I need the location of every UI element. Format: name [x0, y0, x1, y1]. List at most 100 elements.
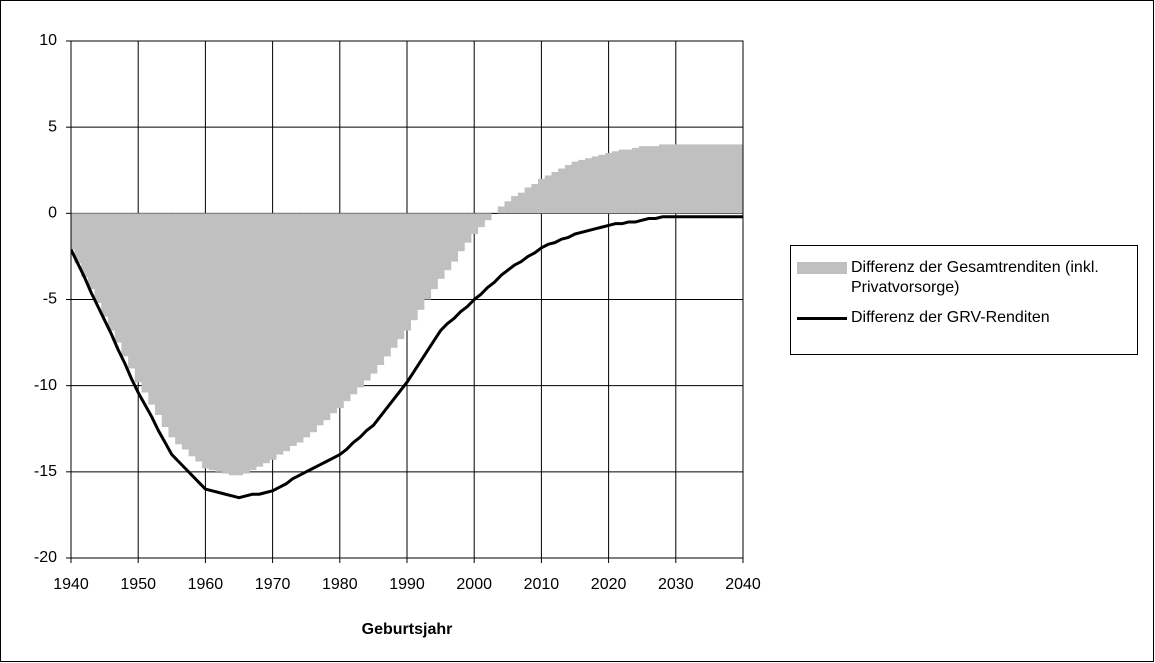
bar: [551, 171, 559, 214]
bar: [511, 196, 519, 214]
bar: [437, 213, 445, 279]
bar: [659, 144, 667, 214]
bar: [114, 213, 122, 343]
bar: [215, 213, 223, 472]
bar: [591, 156, 600, 214]
x-tick-label: 2010: [524, 576, 560, 593]
bar: [719, 144, 727, 214]
y-tick-label: -20: [34, 549, 57, 566]
bar: [262, 213, 270, 464]
x-tick-label: 1970: [255, 576, 291, 593]
bar: [134, 213, 143, 383]
bar: [94, 213, 102, 303]
bar: [148, 213, 156, 405]
bar: [175, 213, 183, 445]
bar: [450, 213, 458, 262]
bar: [618, 149, 626, 214]
x-tick-label: 1990: [389, 576, 425, 593]
bar: [71, 213, 75, 250]
x-tick-label: 1980: [322, 576, 358, 593]
bar: [107, 213, 116, 331]
bar: [410, 213, 418, 321]
bar: [611, 151, 620, 214]
bar: [101, 213, 109, 317]
line: [71, 215, 743, 500]
bar: [598, 154, 606, 214]
bar: [497, 206, 506, 214]
bar: [699, 144, 707, 214]
bar: [692, 144, 700, 214]
legend-swatch: [797, 262, 847, 274]
bar: [585, 158, 593, 214]
bar: [417, 213, 425, 310]
bar: [739, 144, 743, 214]
bar: [255, 213, 264, 467]
bar: [282, 213, 290, 452]
bar: [457, 213, 465, 252]
bar: [443, 213, 452, 271]
bar: [544, 175, 553, 214]
legend-label: Differenz der GRV-Renditen: [851, 309, 1050, 326]
bar: [390, 213, 398, 348]
bar: [316, 213, 324, 426]
bar: [309, 213, 317, 433]
x-tick-label: 2030: [658, 576, 694, 593]
y-tick-label: -10: [34, 377, 57, 394]
x-tick-label: 2020: [591, 576, 627, 593]
bar: [188, 213, 196, 457]
bar: [605, 153, 613, 214]
bar: [524, 187, 532, 214]
y-tick-label: 10: [39, 32, 57, 49]
bar: [638, 146, 647, 214]
bar: [665, 144, 674, 214]
bar: [376, 213, 385, 365]
bar: [128, 213, 136, 369]
bar: [195, 213, 203, 462]
bar: [571, 161, 579, 214]
x-tick-label: 1950: [120, 576, 156, 593]
bar: [275, 213, 284, 455]
bar: [202, 213, 210, 469]
bar: [242, 213, 250, 474]
bar: [336, 213, 344, 409]
bar: [632, 147, 640, 214]
bar: [161, 213, 170, 428]
bar: [289, 213, 297, 446]
bar: [228, 213, 237, 476]
legend-entry: Differenz der GRV-Renditen: [797, 308, 1131, 328]
bar: [470, 213, 479, 235]
bar: [343, 213, 351, 402]
bar: [396, 213, 405, 340]
bar: [679, 144, 687, 214]
legend: Differenz der Gesamtrenditen (inkl. Priv…: [790, 245, 1138, 355]
bar: [726, 144, 734, 214]
bar: [363, 213, 371, 381]
y-tick-label: -5: [43, 291, 57, 308]
y-tick-label: 5: [48, 118, 57, 135]
bar: [208, 213, 217, 471]
bar: [464, 213, 472, 243]
tick-labels: -20 -15 -10 -5 0 5 10 1940 1950 1960 1970 1980 1990 2…: [34, 32, 761, 593]
y-tick-label: 0: [48, 205, 57, 222]
bar: [141, 213, 149, 393]
bar: [81, 213, 89, 278]
x-tick-label: 2040: [725, 576, 761, 593]
bar: [121, 213, 129, 357]
bar: [370, 213, 378, 374]
x-tick-label: 1940: [53, 576, 89, 593]
bar: [423, 213, 432, 300]
bar: [477, 213, 485, 228]
bar: [329, 213, 338, 414]
bar: [235, 213, 243, 476]
bar: [504, 201, 512, 214]
bar: [222, 213, 230, 474]
bar: [383, 213, 391, 357]
bar: [249, 213, 257, 471]
bar: [578, 159, 586, 214]
bar: [168, 213, 176, 438]
bar: [706, 144, 714, 214]
bar: [87, 213, 96, 290]
x-tick-label: 2000: [456, 576, 492, 593]
bar: [625, 149, 633, 214]
